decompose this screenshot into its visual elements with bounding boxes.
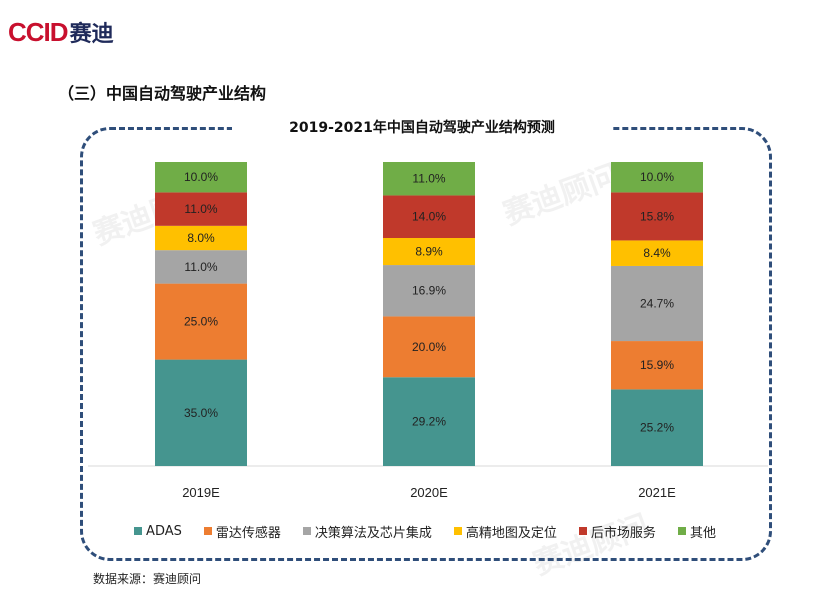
data-label: 29.2% (412, 415, 446, 429)
data-label: 8.4% (643, 246, 671, 260)
legend-swatch (134, 527, 142, 535)
data-label: 35.0% (184, 406, 218, 420)
legend-item: ADAS (134, 524, 182, 539)
data-label: 15.8% (640, 209, 674, 223)
legend-label: 决策算法及芯片集成 (315, 522, 432, 541)
data-label: 8.9% (415, 245, 443, 259)
legend-label: 其他 (690, 522, 716, 541)
legend-item: 高精地图及定位 (454, 522, 557, 541)
chart-title: 2019-2021年中国自动驾驶产业结构预测 (289, 117, 555, 137)
chart-title-box: 2019-2021年中国自动驾驶产业结构预测 (232, 112, 612, 142)
x-tick-label: 2019E (182, 485, 220, 500)
data-label: 11.0% (412, 172, 445, 186)
legend-swatch (454, 527, 462, 535)
legend-swatch (579, 527, 587, 535)
data-label: 25.2% (640, 421, 674, 435)
legend-label: 后市场服务 (591, 522, 656, 541)
data-label: 14.0% (412, 210, 446, 224)
data-label: 25.0% (184, 315, 218, 329)
data-label: 15.9% (640, 358, 674, 372)
legend-item: 决策算法及芯片集成 (303, 522, 432, 541)
legend-swatch (204, 527, 212, 535)
x-tick-label: 2020E (410, 485, 448, 500)
legend-label: ADAS (146, 524, 182, 539)
data-label: 10.0% (184, 170, 218, 184)
data-label: 11.0% (184, 260, 217, 274)
legend-item: 后市场服务 (579, 522, 656, 541)
legend-item: 雷达传感器 (204, 522, 281, 541)
x-tick-label: 2021E (638, 485, 676, 500)
data-label: 16.9% (412, 284, 446, 298)
legend-label: 雷达传感器 (216, 522, 281, 541)
chart-legend: ADAS 雷达传感器 决策算法及芯片集成 高精地图及定位 后市场服务 其他 (95, 520, 755, 542)
legend-item: 其他 (678, 522, 716, 541)
data-source: 数据来源：赛迪顾问 (93, 570, 201, 587)
data-label: 10.0% (640, 170, 674, 184)
data-label: 20.0% (412, 340, 446, 354)
legend-label: 高精地图及定位 (466, 522, 557, 541)
legend-swatch (303, 527, 311, 535)
data-label: 24.7% (640, 297, 674, 311)
data-label: 11.0% (184, 202, 217, 216)
legend-swatch (678, 527, 686, 535)
data-label: 8.0% (187, 231, 215, 245)
